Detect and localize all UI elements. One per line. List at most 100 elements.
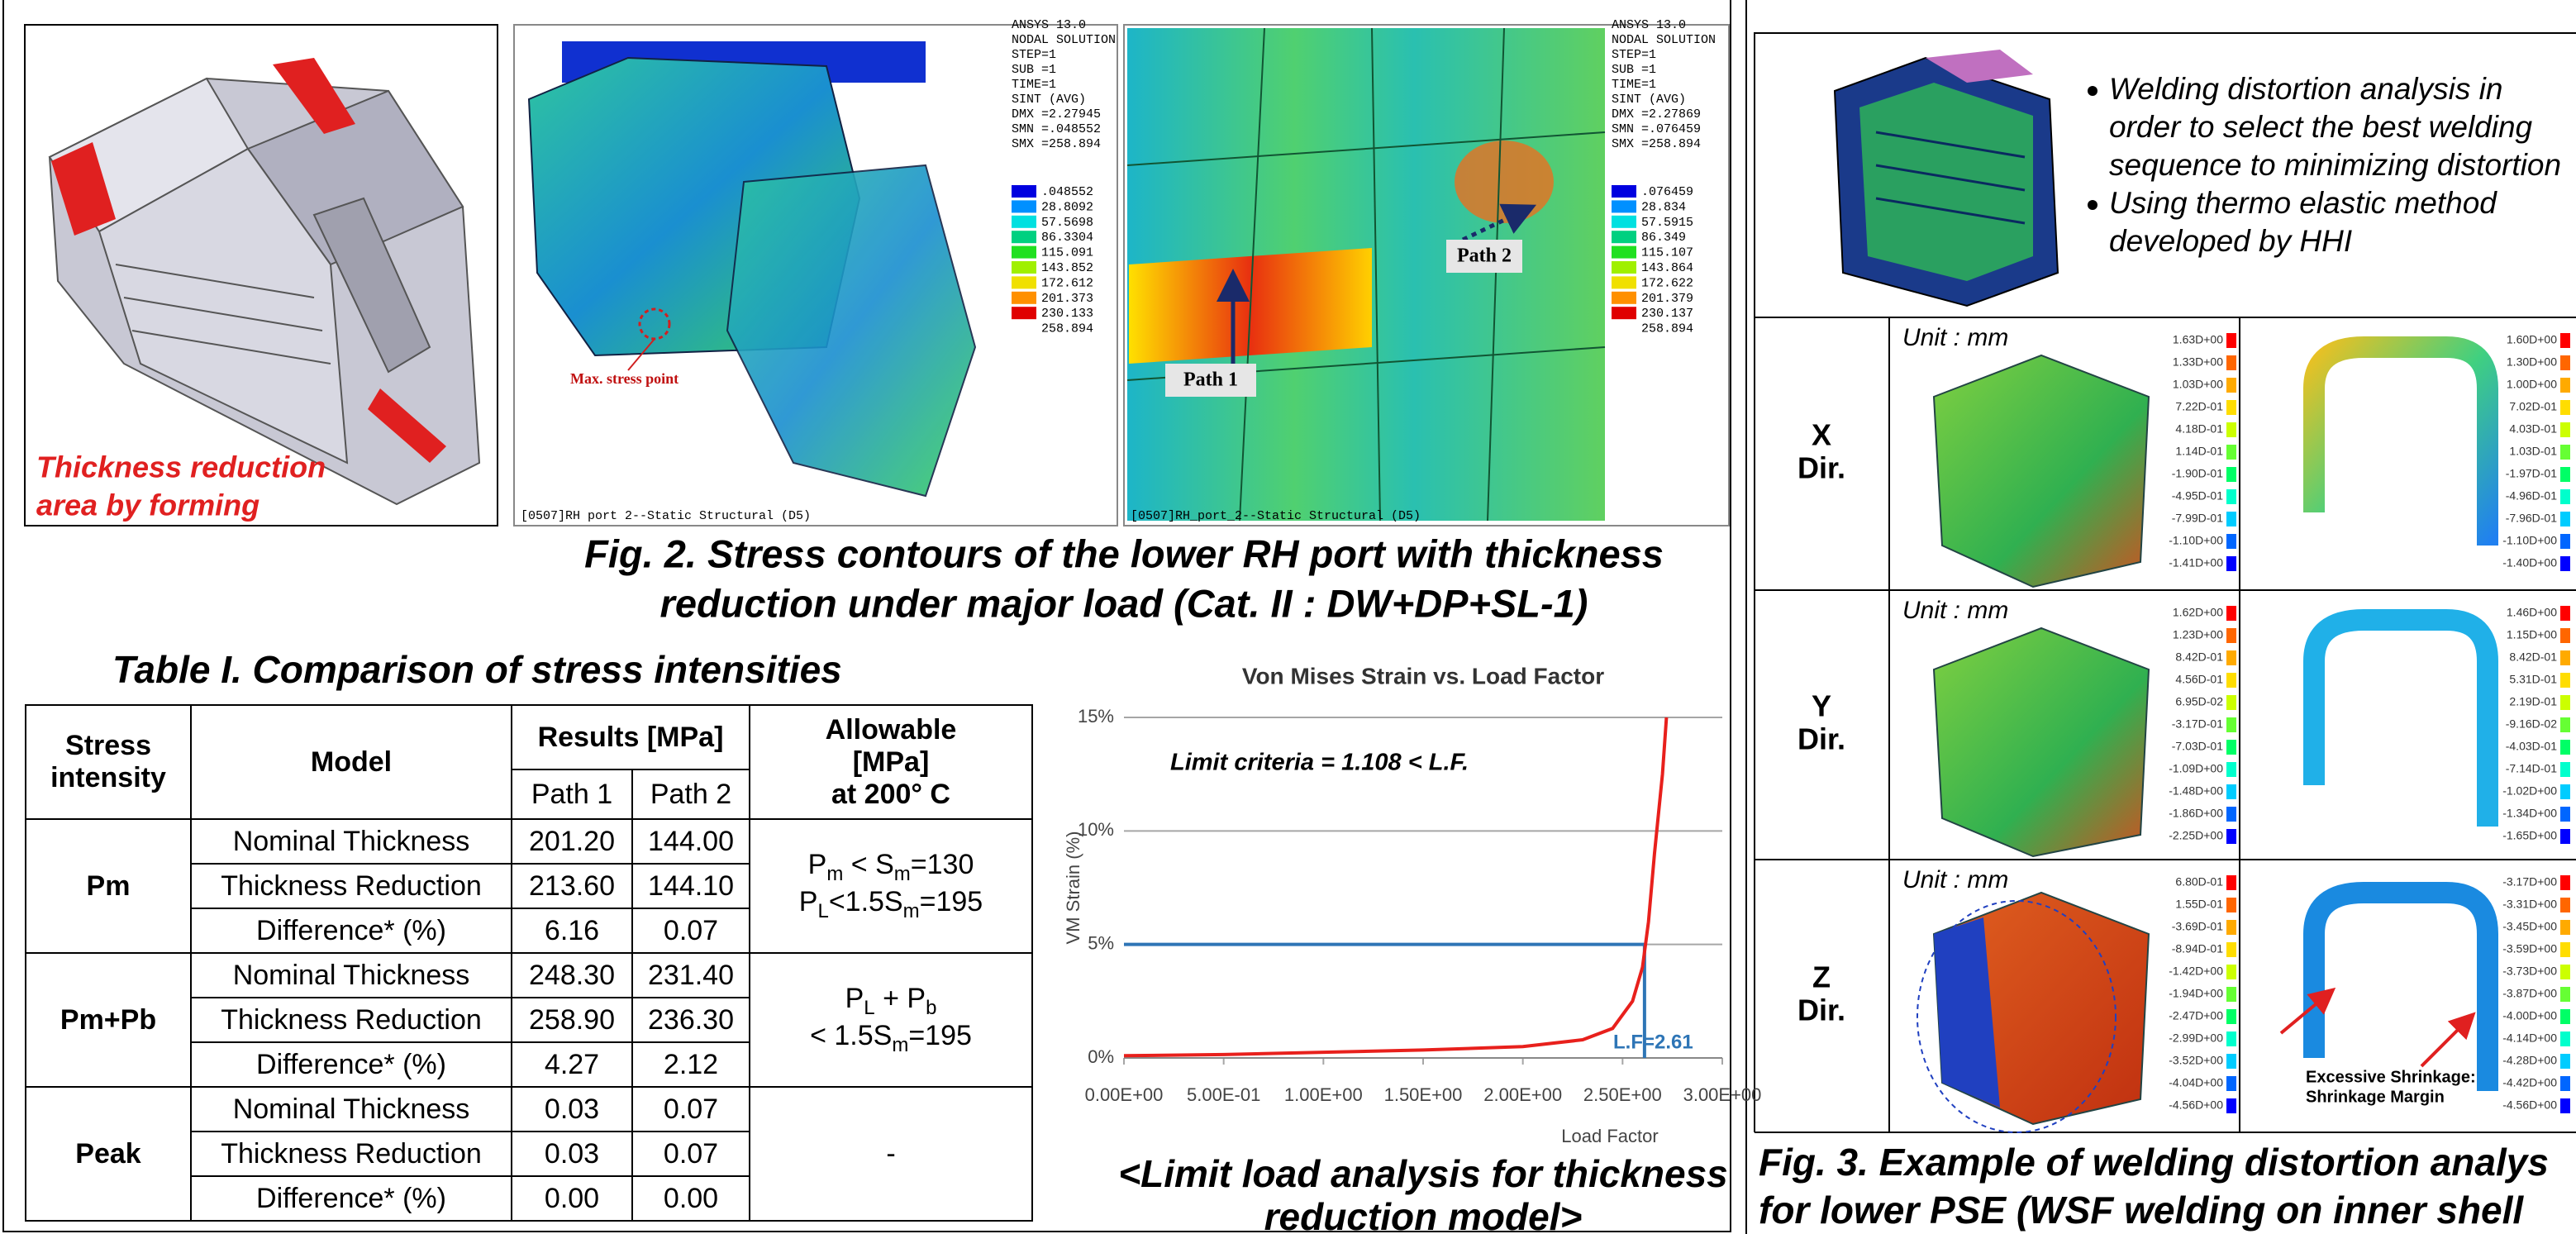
- row-label: Z: [1812, 960, 1831, 994]
- scale-swatch: [2560, 400, 2570, 415]
- allowable-part: -: [886, 1138, 895, 1170]
- scale-value: -1.94D+00: [2169, 987, 2223, 1000]
- scale-value: 1.63D+00: [2173, 333, 2223, 346]
- scale-swatch: [2226, 628, 2236, 643]
- allowable-part: =130: [911, 849, 974, 880]
- scale-swatch: [2560, 1032, 2570, 1046]
- scale-swatch: [2226, 807, 2236, 822]
- legend-swatch: [1612, 200, 1636, 212]
- legend-value: 172.612: [1041, 276, 1093, 290]
- x-axis-label: Load Factor: [1561, 1126, 1658, 1146]
- scale-value: -7.14D-01: [2506, 762, 2557, 775]
- bullet-text: order to select the best welding: [2109, 110, 2533, 144]
- allowable-line: PL + Pb: [754, 983, 1028, 1020]
- scale-swatch: [2226, 920, 2236, 935]
- allowable-part: b: [926, 997, 936, 1019]
- chart-title: Von Mises Strain vs. Load Factor: [1242, 663, 1604, 688]
- figure-caption: Fig. 2. Stress contours of the lower RH …: [584, 531, 1664, 575]
- header-line: [MPa]: [754, 746, 1028, 779]
- path-label: Path 2: [1457, 245, 1512, 267]
- table-title: Table I. Comparison of stress intensitie…: [112, 648, 842, 691]
- bullet-dot: [2088, 200, 2097, 210]
- bullet-text: Using thermo elastic method: [2109, 186, 2497, 220]
- legend-header: SMN =.076459: [1612, 122, 1701, 136]
- scale-value: -1.86D+00: [2169, 807, 2223, 820]
- scale-swatch: [2560, 422, 2570, 437]
- legend-header: NODAL SOLUTION: [1612, 33, 1716, 47]
- table-cell: 201.20: [512, 819, 632, 864]
- image-footer: [0507]RH port 2--Static Structural (D5): [521, 509, 811, 523]
- scale-swatch: [2226, 1054, 2236, 1069]
- unit-label: Unit : mm: [1902, 324, 2008, 351]
- scale-swatch: [2560, 717, 2570, 732]
- row-label: Y: [1812, 689, 1831, 723]
- scale-swatch: [2560, 467, 2570, 482]
- y-tick-label: 15%: [1078, 706, 1114, 727]
- scale-value: -3.31D+00: [2502, 898, 2557, 911]
- allowable-line: Pm < Sm=130: [754, 849, 1028, 886]
- table-cell: 0.00: [512, 1176, 632, 1221]
- legend-swatch: [1012, 231, 1036, 243]
- scale-swatch: [2560, 333, 2570, 348]
- table-cell: 144.00: [632, 819, 750, 864]
- scale-swatch: [2226, 987, 2236, 1002]
- allowable-part: L: [817, 900, 828, 922]
- legend-value: 57.5698: [1041, 216, 1093, 230]
- image-label: Thickness reduction: [36, 450, 326, 484]
- scale-swatch: [2226, 942, 2236, 957]
- scale-swatch: [2560, 898, 2570, 912]
- scale-swatch: [2226, 467, 2236, 482]
- legend-swatch: [1612, 231, 1636, 243]
- scale-value: -1.02D+00: [2502, 784, 2557, 798]
- scale-value: -2.47D+00: [2169, 1009, 2223, 1022]
- scale-value: 1.03D-01: [2509, 445, 2557, 458]
- scale-swatch: [2226, 717, 2236, 732]
- scale-value: -4.14D+00: [2502, 1032, 2557, 1045]
- scale-swatch: [2560, 987, 2570, 1002]
- scale-swatch: [2560, 740, 2570, 755]
- chart-caption: <Limit load analysis for thickness: [1118, 1152, 1728, 1195]
- legend-value: 86.3304: [1041, 231, 1093, 245]
- legend-swatch: [1012, 185, 1036, 198]
- scale-value: -8.94D-01: [2172, 942, 2223, 955]
- scale-value: -1.48D+00: [2169, 784, 2223, 798]
- scale-swatch: [2226, 1009, 2236, 1024]
- scale-value: -1.34D+00: [2502, 807, 2557, 820]
- image-footer: [0507]RH_port_2--Static Structural (D5): [1131, 509, 1421, 523]
- scale-swatch: [2226, 556, 2236, 571]
- scale-value: -1.10D+00: [2169, 534, 2223, 547]
- scale-swatch: [2560, 534, 2570, 549]
- scale-value: -3.59D+00: [2502, 942, 2557, 955]
- scale-value: -3.87D+00: [2502, 987, 2557, 1000]
- allowable-line: -: [754, 1138, 1028, 1170]
- scale-swatch: [2226, 400, 2236, 415]
- allowable-part: <1.5S: [829, 886, 903, 917]
- callout: Max. stress point: [570, 370, 679, 387]
- scale-swatch: [2226, 445, 2236, 460]
- scale-value: -1.90D-01: [2172, 467, 2223, 480]
- scale-value: -3.69D-01: [2172, 920, 2223, 933]
- scale-value: 1.14D-01: [2175, 445, 2223, 458]
- scale-value: 1.00D+00: [2507, 378, 2557, 391]
- x-tick-label: 2.00E+00: [1483, 1084, 1562, 1105]
- scale-swatch: [2560, 784, 2570, 799]
- scale-value: 1.62D+00: [2173, 606, 2223, 619]
- row-label: Dir.: [1797, 722, 1845, 756]
- scale-value: 1.55D-01: [2175, 898, 2223, 911]
- scale-value: 8.42D-01: [2175, 650, 2223, 664]
- path-label: Path 1: [1183, 369, 1238, 391]
- legend-header: STEP=1: [1012, 48, 1056, 62]
- pse-model: [1835, 50, 2058, 306]
- scale-value: -4.56D+00: [2169, 1098, 2223, 1112]
- legend-header: SINT (AVG): [1612, 93, 1686, 107]
- scale-value: -1.41D+00: [2169, 556, 2223, 569]
- group-name: Pm: [26, 819, 191, 953]
- group-name: Peak: [26, 1087, 191, 1221]
- scale-value: 1.30D+00: [2507, 355, 2557, 369]
- scale-swatch: [2560, 695, 2570, 710]
- allowable-cell: PL + Pb< 1.5Sm=195: [750, 953, 1032, 1087]
- allowable-line: < 1.5Sm=195: [754, 1020, 1028, 1057]
- scale-swatch: [2226, 1098, 2236, 1113]
- legend-value: 230.137: [1641, 307, 1693, 321]
